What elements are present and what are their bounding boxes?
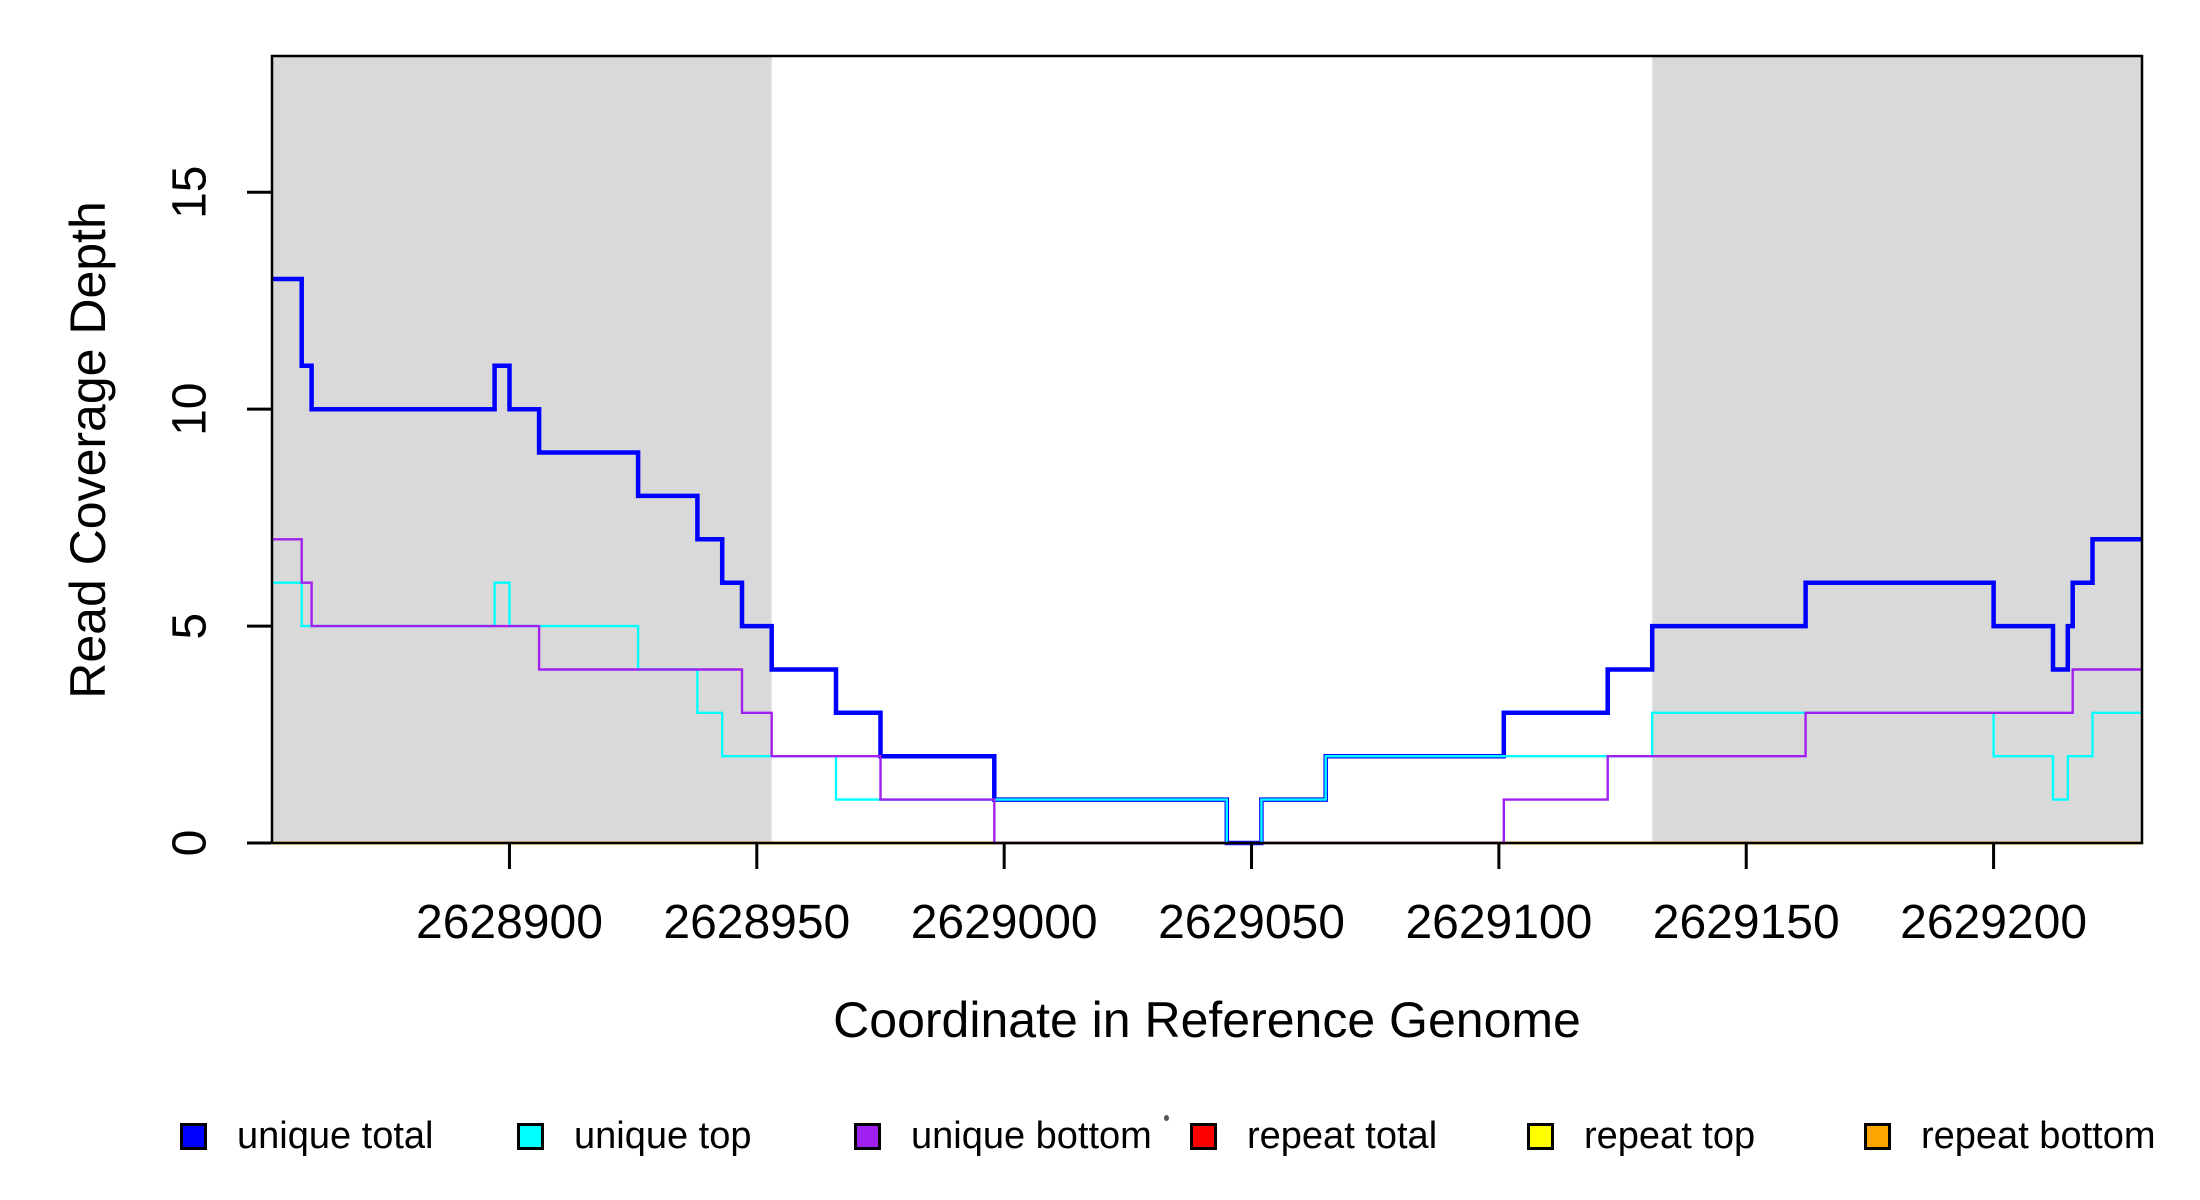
series-unique-top bbox=[272, 581, 2142, 845]
y-axis-title: Read Coverage Depth bbox=[60, 201, 116, 699]
y-tick-label: 0 bbox=[164, 830, 217, 857]
legend-swatch-unique-total bbox=[180, 1122, 207, 1150]
x-axis-title: Coordinate in Reference Genome bbox=[833, 992, 1581, 1048]
y-tick-label: 15 bbox=[164, 166, 217, 219]
plot-border bbox=[270, 54, 2144, 845]
series-unique-bottom bbox=[272, 538, 2142, 845]
right-gray-region bbox=[1652, 56, 2142, 843]
legend-swatch-unique-bottom bbox=[854, 1122, 881, 1150]
legend-item-unique-bottom: unique bottom bbox=[854, 1115, 1152, 1157]
legend-item-repeat-total: repeat total bbox=[1190, 1115, 1437, 1157]
x-tick-label: 2629100 bbox=[1405, 896, 1592, 949]
legend-label: repeat bottom bbox=[1921, 1114, 2156, 1157]
legend-swatch-repeat-bottom bbox=[1864, 1122, 1891, 1150]
y-tick-label: 10 bbox=[163, 383, 216, 436]
legend-swatch-unique-top bbox=[517, 1122, 544, 1150]
x-tick-label: 2628900 bbox=[416, 896, 603, 949]
stray-artifact-dot bbox=[1164, 1115, 1169, 1121]
legend-label: unique top bbox=[574, 1114, 752, 1157]
left-gray-region bbox=[272, 56, 772, 843]
legend-item-unique-top: unique top bbox=[517, 1115, 752, 1157]
legend-swatch-repeat-top bbox=[1527, 1122, 1554, 1150]
legend-label: repeat top bbox=[1584, 1114, 1756, 1157]
legend-item-repeat-bottom: repeat bottom bbox=[1864, 1115, 2155, 1157]
x-tick-label: 2629050 bbox=[1158, 896, 1345, 949]
legend-label: unique bottom bbox=[911, 1114, 1152, 1157]
x-tick-label: 2629000 bbox=[911, 896, 1098, 949]
legend-label: unique total bbox=[237, 1114, 434, 1157]
series-unique-total bbox=[272, 276, 2142, 846]
x-tick-label: 2628950 bbox=[663, 896, 850, 949]
legend-item-unique-total: unique total bbox=[180, 1115, 434, 1157]
x-tick-label: 2629200 bbox=[1900, 896, 2087, 949]
y-tick-label: 5 bbox=[163, 613, 216, 640]
legend-swatch-repeat-total bbox=[1190, 1122, 1217, 1150]
legend-label: repeat total bbox=[1247, 1114, 1438, 1157]
legend-item-repeat-top: repeat top bbox=[1527, 1115, 1755, 1157]
x-tick-label: 2629150 bbox=[1653, 896, 1840, 949]
